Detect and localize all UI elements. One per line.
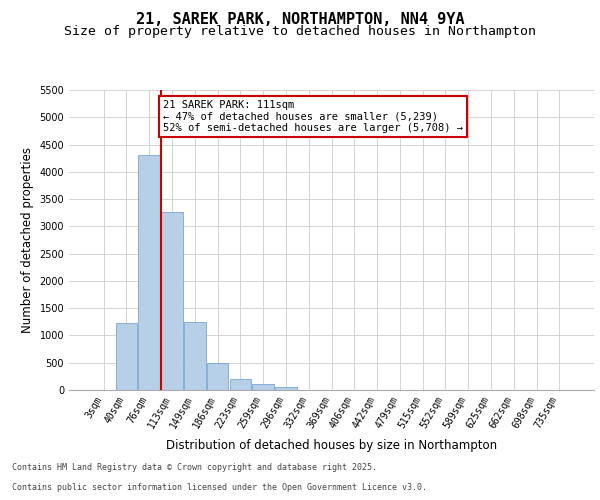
Bar <box>275 387 297 390</box>
Bar <box>116 324 137 390</box>
Text: Size of property relative to detached houses in Northampton: Size of property relative to detached ho… <box>64 25 536 38</box>
Text: Contains HM Land Registry data © Crown copyright and database right 2025.: Contains HM Land Registry data © Crown c… <box>12 464 377 472</box>
Bar <box>253 384 274 390</box>
Text: Contains public sector information licensed under the Open Government Licence v3: Contains public sector information licen… <box>12 484 427 492</box>
Bar <box>184 322 206 390</box>
Text: 21 SAREK PARK: 111sqm
← 47% of detached houses are smaller (5,239)
52% of semi-d: 21 SAREK PARK: 111sqm ← 47% of detached … <box>163 100 463 133</box>
X-axis label: Distribution of detached houses by size in Northampton: Distribution of detached houses by size … <box>166 438 497 452</box>
Bar <box>230 379 251 390</box>
Bar <box>139 155 160 390</box>
Bar <box>161 212 183 390</box>
Bar <box>207 362 229 390</box>
Text: 21, SAREK PARK, NORTHAMPTON, NN4 9YA: 21, SAREK PARK, NORTHAMPTON, NN4 9YA <box>136 12 464 28</box>
Y-axis label: Number of detached properties: Number of detached properties <box>21 147 34 333</box>
